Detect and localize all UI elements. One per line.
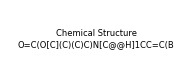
Text: Chemical Structure
O=C(O[C](C)(C)C)N[C@@H]1CC=C(B: Chemical Structure O=C(O[C](C)(C)C)N[C@@…	[18, 29, 174, 49]
